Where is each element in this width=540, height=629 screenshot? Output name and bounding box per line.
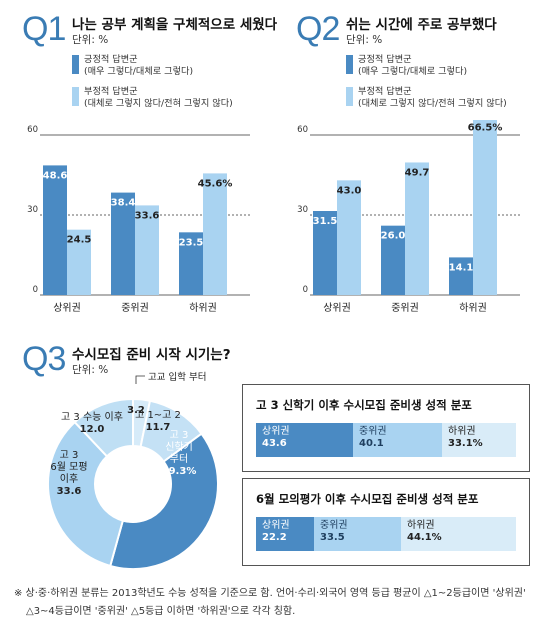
q1-category-하위권: 하위권	[189, 301, 217, 314]
distribution-box-june-title: 6월 모의평가 이후 수시모집 준비생 성적 분포	[256, 492, 479, 506]
q2-bar-중위권-negative	[405, 162, 429, 295]
q1-bar-중위권-negative	[135, 205, 159, 295]
q2-ytick-30: 30	[297, 205, 308, 215]
box2-segment-3: 하위권 44.1%	[401, 517, 516, 551]
box1-segment-value: 43.6	[262, 438, 287, 449]
box2-segment-value: 44.1%	[407, 532, 442, 543]
box1-segment-label: 하위권	[448, 426, 476, 437]
q2-title: 쉬는 시간에 주로 공부했다	[346, 17, 497, 33]
box2-segment-label: 하위권	[407, 520, 435, 531]
q2-bar-label-하위권-positive: 14.1	[449, 262, 474, 273]
q3-slice-4	[47, 420, 125, 568]
q1-bar-하위권-positive	[179, 232, 203, 295]
footnote: ※ 상·중·하위권 분류는 2013학년도 수능 성적을 기준으로 함. 언어·…	[14, 585, 526, 621]
q2-bar-label-중위권-positive: 26.0	[381, 231, 406, 242]
q1-bar-label-중위권-negative: 33.6	[135, 210, 160, 221]
q3-callout-label: 고교 입학 부터	[148, 371, 206, 383]
distribution-box-spring-title: 고 3 신학기 이후 수시모집 준비생 성적 분포	[256, 398, 472, 412]
q1-number: Q1	[22, 10, 66, 48]
q1-ytick-60: 60	[27, 125, 38, 135]
q2-category-상위권: 상위권	[323, 301, 351, 314]
box2-segment-value: 22.2	[262, 532, 287, 543]
q1-bar-label-상위권-negative: 24.5	[67, 235, 92, 246]
q1-bar-하위권-negative	[203, 173, 227, 295]
box1-segment-label: 중위권	[359, 426, 387, 437]
q2-bar-label-상위권-negative: 43.0	[337, 185, 362, 196]
q1-unit: 단위: %	[72, 34, 109, 46]
q1-bar-상위권-positive	[43, 165, 67, 295]
box1-segment-2: 중위권 40.1	[353, 423, 442, 457]
q2-number: Q2	[296, 10, 340, 48]
distribution-bar-june: 상위권 22.2 중위권 33.5 하위권 44.1%	[256, 517, 516, 551]
footnote-line-1: ※ 상·중·하위권 분류는 2013학년도 수능 성적을 기준으로 함. 언어·…	[14, 588, 526, 599]
q2-bar-하위권-positive	[449, 257, 473, 295]
box1-segment-label: 상위권	[262, 426, 290, 437]
q2-legend-positive: 긍정적 답변군 (매우 그렇다/대체로 그렇다)	[358, 54, 468, 77]
box1-segment-value: 40.1	[359, 438, 384, 449]
q3-slice-label-4: 고 3 6월 모평 이후 33.6	[50, 450, 87, 497]
q3-slice-3	[109, 432, 219, 570]
box1-segment-1: 상위권 43.6	[256, 423, 353, 457]
q1-ytick-0: 0	[33, 285, 38, 295]
q1-legend-positive: 긍정적 답변군 (매우 그렇다/대체로 그렇다)	[84, 54, 194, 77]
q2-bar-label-상위권-positive: 31.5	[313, 216, 338, 227]
distribution-box-spring: 고 3 신학기 이후 수시모집 준비생 성적 분포 상위권 43.6 중위권 40.1…	[242, 384, 530, 472]
q1-bar-label-상위권-positive: 48.6	[43, 170, 68, 181]
q3-slice-label-3: 고 3 신학기 부터 39.3%	[162, 430, 197, 477]
q1-bar-label-하위권-positive: 23.5	[179, 237, 204, 248]
q3-number: Q3	[22, 340, 66, 378]
q3-slice-label-2: 고 1~고 2 11.7	[135, 410, 181, 433]
q1-bar-label-하위권-negative: 45.6%	[198, 178, 233, 189]
q3-donut-chart: 3.2고 1~고 2 11.7고 3 신학기 부터 39.3% 고 3 6월 모평 이후 33.…	[47, 371, 219, 570]
box2-segment-label: 중위권	[320, 520, 348, 531]
q3-slice-label-1: 3.2	[127, 405, 145, 416]
q2-unit: 단위: %	[346, 34, 383, 46]
footnote-line-2: △3~4등급이면 '중위권' △5등급 이하면 '하위권'으로 각각 칭함.	[26, 606, 296, 617]
q1-category-중위권: 중위권	[121, 301, 149, 314]
box2-segment-label: 상위권	[262, 520, 290, 531]
q1-bar-chart: 0 30 60 48.6 24.5 상위권 38.433.6 중위권 23.5 45.6% 하위권	[27, 125, 250, 314]
q1-ytick-30: 30	[27, 205, 38, 215]
box1-segment-3: 하위권 33.1%	[442, 423, 516, 457]
q1-bar-label-중위권-positive: 38.4	[111, 198, 136, 209]
q2-bar-chart: 0 30 60 31.5 43.0 상위권 26.0 49.7 중위권 14.1 66.5% 하위권	[297, 120, 520, 314]
box2-segment-2: 중위권 33.5	[314, 517, 401, 551]
q3-unit: 단위: %	[72, 364, 109, 376]
q1-legend-positive-swatch	[72, 55, 79, 74]
q2-bar-상위권-negative	[337, 180, 361, 295]
q2-bar-중위권-positive	[381, 225, 405, 295]
q2-category-하위권: 하위권	[459, 301, 487, 314]
q2-ytick-60: 60	[297, 125, 308, 135]
q3-slice-label-5: 고 3 수능 이후 12.0	[61, 411, 123, 435]
q2-bar-상위권-positive	[313, 211, 337, 295]
q1-bar-중위권-positive	[111, 192, 135, 295]
box2-segment-value: 33.5	[320, 532, 345, 543]
q1-legend-negative-swatch	[72, 87, 79, 106]
q2-ytick-0: 0	[303, 285, 308, 295]
distribution-bar-spring: 상위권 43.6 중위권 40.1 하위권 33.1%	[256, 423, 516, 457]
q2-category-중위권: 중위권	[391, 301, 419, 314]
q3-title: 수시모집 준비 시작 시기는?	[72, 347, 231, 363]
q2-bar-label-중위권-negative: 49.7	[405, 167, 430, 178]
q2-bar-하위권-negative	[473, 120, 497, 296]
q3-slice-5	[73, 397, 134, 458]
q1-title: 나는 공부 계획을 구체적으로 세웠다	[72, 17, 278, 33]
q2-legend-negative-swatch	[346, 87, 353, 106]
box1-segment-value: 33.1%	[448, 438, 483, 449]
q1-category-상위권: 상위권	[53, 301, 81, 314]
q2-legend-positive-swatch	[346, 55, 353, 74]
box2-segment-1: 상위권 22.2	[256, 517, 314, 551]
q2-legend-negative: 부정적 답변군 (대체로 그렇지 않다/전혀 그렇지 않다)	[358, 86, 507, 109]
distribution-box-june: 6월 모의평가 이후 수시모집 준비생 성적 분포 상위권 22.2 중위권 33.5…	[242, 478, 530, 566]
q1-bar-상위권-negative	[67, 229, 91, 295]
q3-callout	[135, 375, 145, 384]
q2-bar-label-하위권-negative: 66.5%	[468, 123, 503, 134]
q1-legend-negative: 부정적 답변군 (대체로 그렇지 않다/전혀 그렇지 않다)	[84, 86, 233, 109]
